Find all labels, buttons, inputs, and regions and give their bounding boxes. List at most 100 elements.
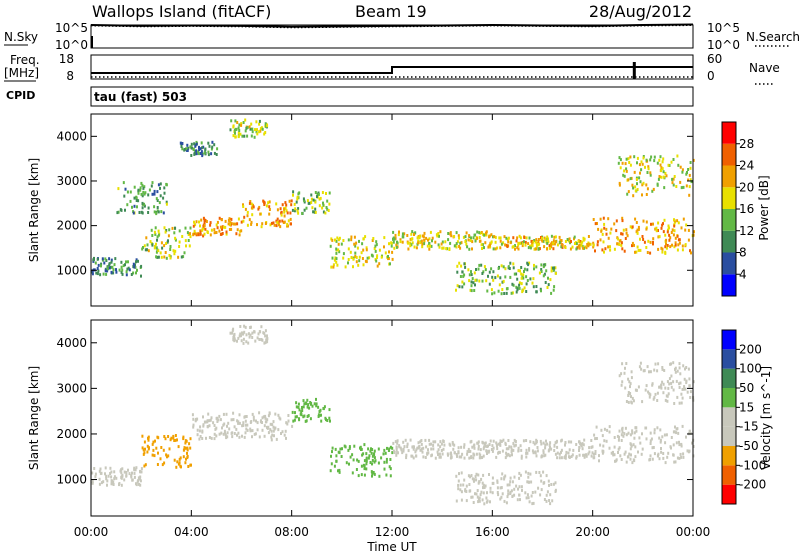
- power-cell-4: [305, 206, 308, 210]
- power-cell-0: [97, 269, 100, 273]
- velocity-cell-4: [380, 456, 383, 460]
- power-cell-9: [510, 291, 513, 295]
- power-cell-5: [335, 257, 338, 261]
- power-cell-0: [125, 270, 128, 274]
- velocity-cell-7: [532, 501, 535, 505]
- power-cell-7: [509, 241, 512, 245]
- power-cell-8: [631, 225, 634, 229]
- velocity-cell-0: [110, 470, 113, 474]
- velocity-cell-1: [183, 448, 186, 452]
- power-cell-10: [618, 156, 621, 160]
- power-cell-10: [656, 161, 659, 165]
- power-cell-7: [541, 239, 544, 243]
- power-cell-8: [664, 251, 667, 255]
- power-cell-12: [244, 129, 247, 133]
- power-cell-6: [429, 244, 431, 248]
- power-cell-13: [179, 141, 182, 145]
- power-cell-12: [245, 126, 248, 130]
- velocity-cell-6: [594, 437, 597, 441]
- power-cell-6: [417, 239, 420, 243]
- velocity-cell-8: [683, 387, 685, 391]
- power-cell-9: [501, 280, 504, 284]
- velocity-cell-0: [109, 466, 112, 470]
- power-cell-1: [189, 235, 192, 239]
- velocity-cell-5: [457, 450, 460, 454]
- freq-right-label: Nave: [749, 61, 780, 75]
- power-cell-6: [483, 246, 485, 250]
- velocity-cell-5: [519, 444, 522, 448]
- power-cell-1: [165, 242, 168, 245]
- power-cell-9: [470, 284, 473, 288]
- velocity-cell-8: [625, 362, 628, 365]
- velocity-cell-2: [261, 416, 264, 420]
- power-cell-0: [112, 268, 115, 272]
- velocity-cell-6: [685, 435, 687, 439]
- power-cell-5: [337, 242, 340, 246]
- power-cell-6: [444, 240, 447, 244]
- power-cell-1: [151, 234, 154, 237]
- power-cell-6: [479, 239, 482, 243]
- power-cell-7: [493, 235, 496, 239]
- power-cell-8: [625, 228, 628, 232]
- velocity-cell-2: [267, 414, 270, 418]
- velocity-cell-6: [649, 431, 652, 435]
- power-cell-0: [108, 263, 111, 267]
- velocity-colorbar-swatch: [722, 446, 736, 466]
- power-cell-6: [485, 233, 488, 237]
- power-cell-4: [292, 190, 295, 194]
- velocity-cell-4: [348, 446, 351, 450]
- velocity-cell-9: [244, 325, 247, 329]
- velocity-cell-6: [613, 453, 616, 457]
- power-cell-6: [440, 242, 443, 246]
- velocity-cell-2: [205, 436, 207, 440]
- power-cell-0: [96, 272, 99, 276]
- power-cell-8: [636, 231, 639, 235]
- power-cell-10: [634, 185, 637, 189]
- velocity-cell-2: [291, 424, 294, 428]
- velocity-cell-9: [266, 337, 269, 340]
- velocity-cell-1: [184, 461, 187, 465]
- velocity-cell-5: [432, 447, 435, 451]
- power-cell-8: [609, 248, 612, 252]
- power-cell-5: [358, 255, 361, 259]
- power-cell-5: [375, 243, 378, 247]
- velocity-cell-1: [146, 450, 149, 454]
- power-cell-2: [199, 232, 202, 236]
- velocity-cell-6: [631, 431, 634, 435]
- velocity-cell-9: [233, 332, 236, 336]
- power-cell-7: [552, 239, 555, 243]
- velocity-cell-9: [239, 325, 242, 328]
- velocity-cell-7: [459, 483, 462, 487]
- power-cell-3: [287, 224, 289, 228]
- velocity-cell-6: [594, 452, 597, 456]
- power-cell-5: [365, 260, 368, 264]
- velocity-cell-7: [473, 479, 475, 483]
- velocity-cell-4: [340, 455, 343, 458]
- velocity-cell-5: [544, 443, 547, 447]
- velocity-cell-2: [222, 412, 225, 416]
- velocity-colorbar-swatch: [722, 349, 736, 369]
- power-cell-1: [155, 255, 158, 259]
- power-cell-9: [550, 266, 553, 270]
- velocity-cell-3: [303, 402, 306, 406]
- velocity-cell-8: [670, 381, 673, 385]
- power-cell-10: [621, 161, 624, 165]
- power-cell-6: [409, 244, 412, 248]
- velocity-cell-2: [264, 416, 267, 420]
- velocity-cell-1: [185, 457, 187, 461]
- power-cell-12: [232, 134, 235, 138]
- velocity-cell-6: [598, 454, 600, 458]
- power-cell-11: [165, 202, 168, 206]
- velocity-cell-7: [505, 501, 508, 505]
- velocity-cell-8: [653, 368, 656, 372]
- power-cell-10: [660, 175, 663, 179]
- power-cell-9: [518, 283, 521, 287]
- velocity-cell-9: [243, 324, 246, 328]
- power-cell-7: [553, 235, 556, 239]
- velocity-cell-7: [480, 490, 483, 494]
- power-cell-5: [388, 250, 390, 254]
- power-cell-13: [190, 142, 193, 146]
- velocity-cell-0: [99, 467, 102, 471]
- power-cell-1: [187, 239, 190, 242]
- power-cell-9: [478, 263, 481, 267]
